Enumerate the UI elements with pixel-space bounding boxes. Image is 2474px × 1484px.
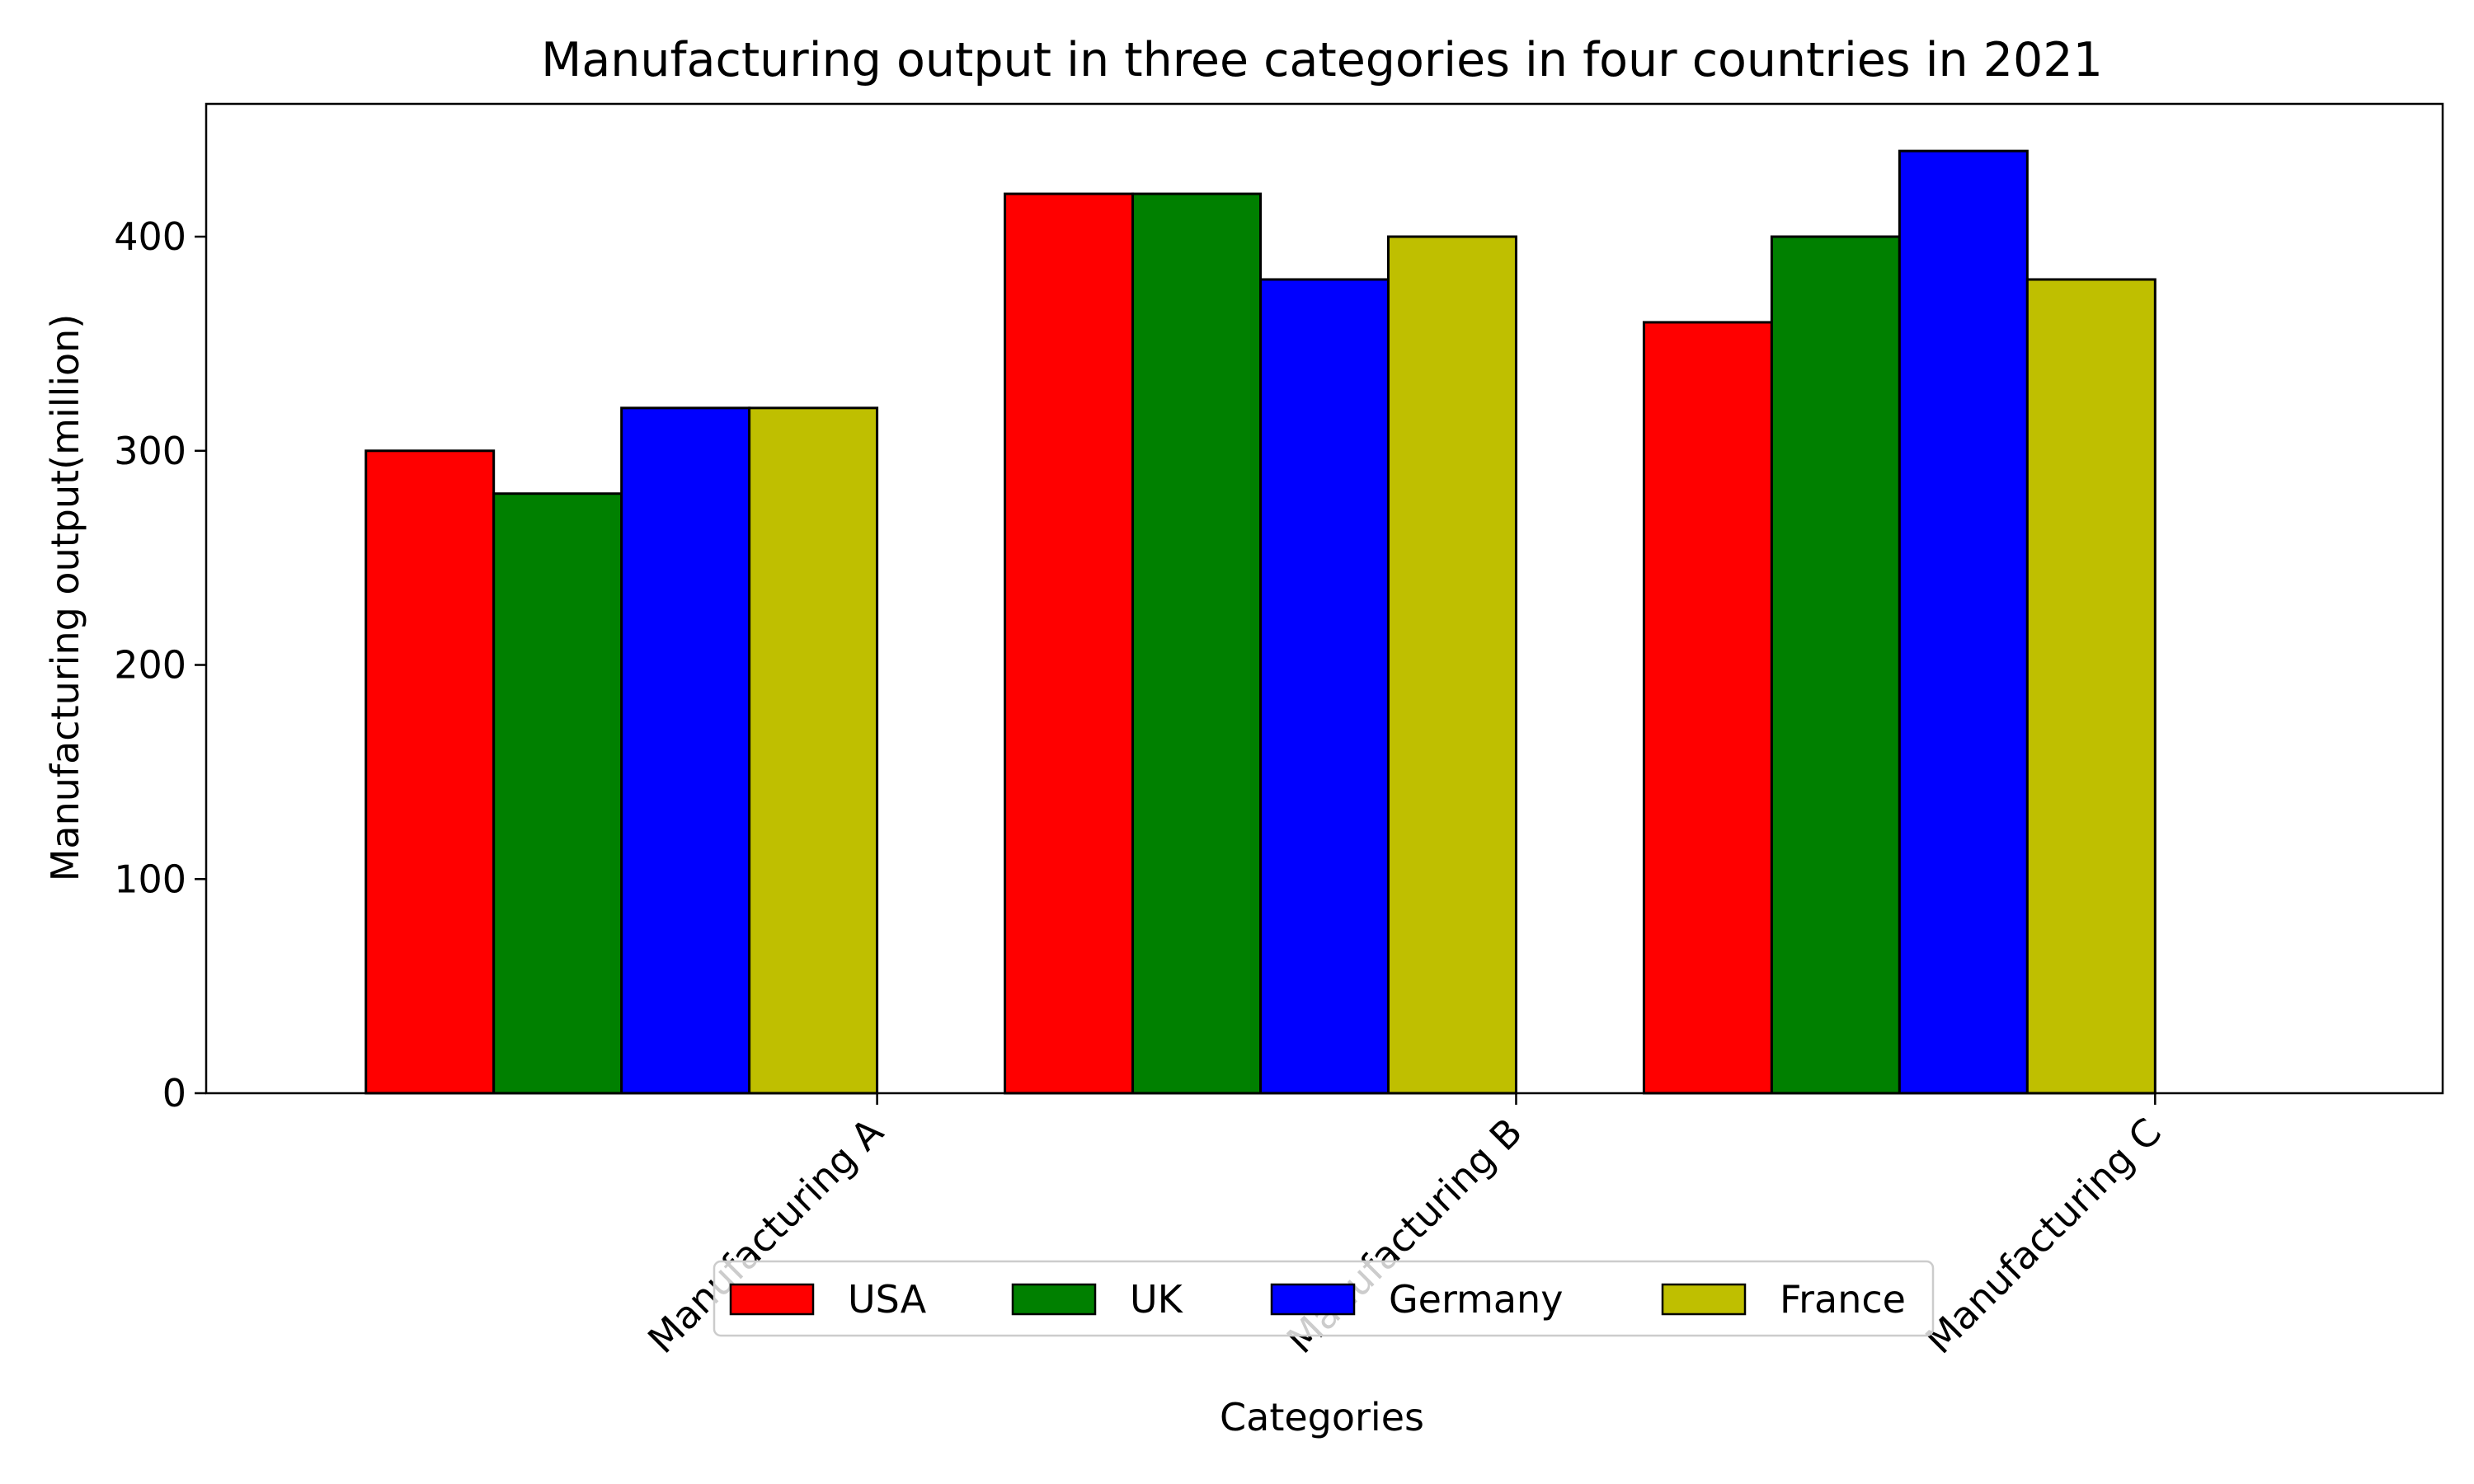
legend-swatch-usa — [729, 1283, 815, 1316]
bar-germany-1 — [620, 406, 751, 1095]
bar-uk-2 — [1131, 192, 1263, 1095]
legend-label-uk: UK — [1130, 1277, 1184, 1322]
y-tick-label: 400 — [114, 214, 186, 259]
legend: USA UK Germany France — [713, 1260, 1935, 1337]
y-tick-label: 300 — [114, 429, 186, 473]
y-tick-label: 0 — [162, 1071, 186, 1115]
legend-swatch-uk — [1011, 1283, 1097, 1316]
bar-usa-3 — [1642, 321, 1773, 1095]
bar-uk-1 — [492, 492, 623, 1095]
chart-title: Manufacturing output in three categories… — [541, 33, 2103, 87]
bar-france-2 — [1386, 235, 1517, 1095]
plot-frame — [205, 102, 2444, 1095]
bar-usa-2 — [1004, 192, 1135, 1095]
bars-layer — [365, 149, 2157, 1095]
bar-germany-3 — [1898, 149, 2029, 1095]
legend-label-france: France — [1780, 1277, 1906, 1322]
x-axis-label: Categories — [1220, 1395, 1424, 1439]
legend-label-germany: Germany — [1389, 1277, 1563, 1322]
bar-france-1 — [748, 406, 879, 1095]
bar-usa-1 — [365, 449, 496, 1095]
y-tick-label: 100 — [114, 857, 186, 901]
bar-france-3 — [2025, 278, 2157, 1095]
bar-uk-3 — [1770, 235, 1901, 1095]
legend-swatch-germany — [1270, 1283, 1356, 1316]
bar-germany-2 — [1259, 278, 1390, 1095]
y-axis-label: Manufacturing output(million) — [43, 314, 87, 882]
legend-label-usa: USA — [848, 1277, 927, 1322]
y-tick-label: 200 — [114, 643, 186, 688]
legend-swatch-france — [1661, 1283, 1747, 1316]
